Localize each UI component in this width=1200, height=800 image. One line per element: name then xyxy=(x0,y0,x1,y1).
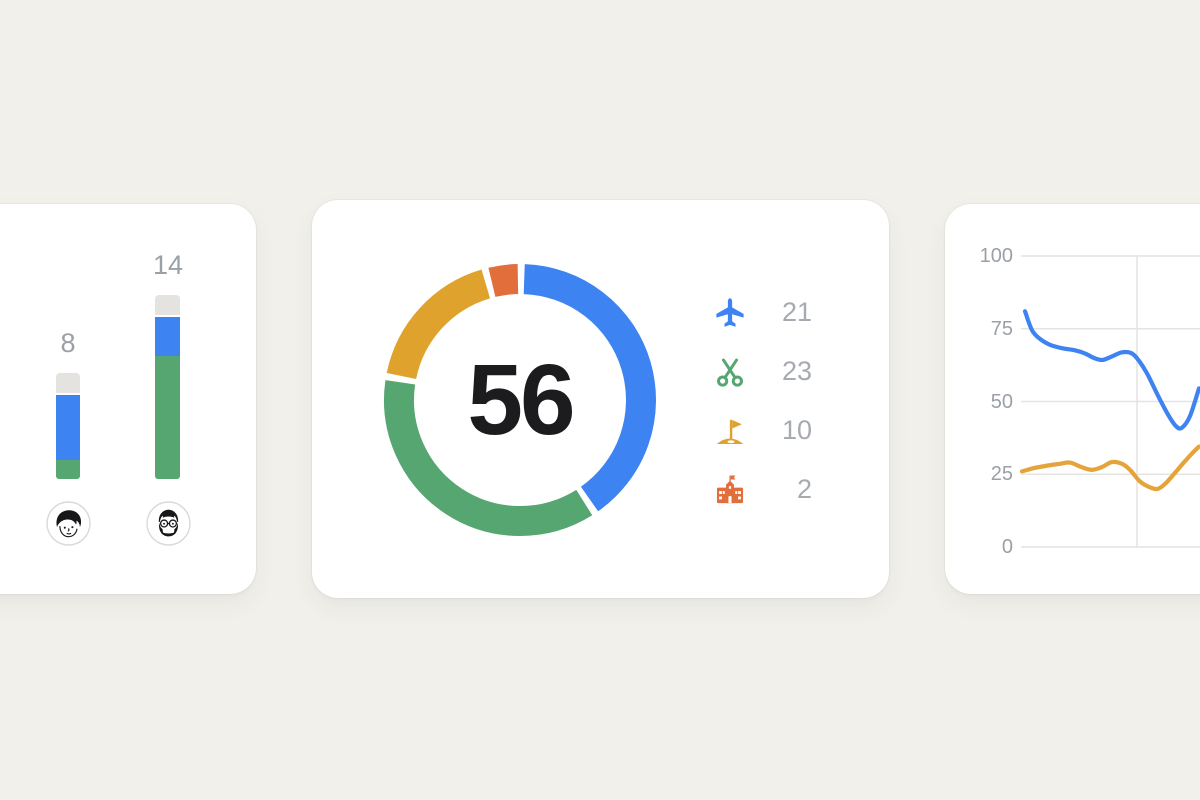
bar-chart-card[interactable]: 8 14 xyxy=(0,204,256,594)
airplane-icon xyxy=(713,296,747,330)
curly-hair-face-icon xyxy=(45,501,91,546)
bar-segment-base xyxy=(155,355,180,479)
legend-value: 2 xyxy=(796,474,812,504)
legend-item: 10 xyxy=(713,401,812,460)
donut-slice-blue xyxy=(523,264,656,512)
line-series-orange xyxy=(1019,444,1200,492)
y-axis-tick-label: 25 xyxy=(990,463,1013,486)
line-chart-card[interactable]: 0 25 50 75 100 xyxy=(945,204,1200,594)
donut-total-value: 56 xyxy=(467,343,575,456)
y-axis-tick-label: 100 xyxy=(979,245,1013,267)
golf-flag-icon xyxy=(713,414,747,448)
y-axis-tick-label: 50 xyxy=(990,390,1013,413)
y-axis-tick-label: 0 xyxy=(1001,536,1013,558)
legend-value: 21 xyxy=(781,297,812,327)
bar-segment-cap xyxy=(56,373,80,393)
beard-glasses-face-icon xyxy=(145,501,191,546)
stacked-bar-chart: 8 14 xyxy=(0,204,256,594)
bar-value-label: 14 xyxy=(152,250,184,280)
line-series-blue xyxy=(1022,309,1200,431)
legend-item: 2 xyxy=(713,460,812,519)
donut-legend: 21 23 10 2 xyxy=(713,283,812,519)
donut-chart xyxy=(384,264,656,536)
bar-segment-base xyxy=(56,459,80,479)
legend-value: 10 xyxy=(781,415,812,445)
stacked-bar xyxy=(155,295,180,479)
cards-carousel: 8 14 56 21 23 10 xyxy=(0,200,1200,598)
donut-chart-card[interactable]: 56 21 23 10 2 xyxy=(312,200,889,598)
donut-slice-orange xyxy=(488,264,519,297)
school-icon xyxy=(713,473,747,507)
stacked-bar xyxy=(56,373,80,479)
bar-value-label: 8 xyxy=(60,328,76,358)
line-chart xyxy=(1019,255,1200,548)
bar-segment-middle xyxy=(56,394,80,460)
legend-item: 23 xyxy=(713,342,812,401)
bar-segment-cap xyxy=(155,295,180,315)
legend-item: 21 xyxy=(713,283,812,342)
donut-slice-yellow xyxy=(386,269,491,380)
donut-slice-green xyxy=(384,380,593,536)
legend-value: 23 xyxy=(781,356,812,386)
bar-segment-middle xyxy=(155,316,180,356)
y-axis-tick-label: 75 xyxy=(990,317,1013,340)
avatar-beard-glasses xyxy=(145,501,191,546)
scissors-icon xyxy=(713,355,747,389)
avatar-curly-hair xyxy=(45,501,91,546)
